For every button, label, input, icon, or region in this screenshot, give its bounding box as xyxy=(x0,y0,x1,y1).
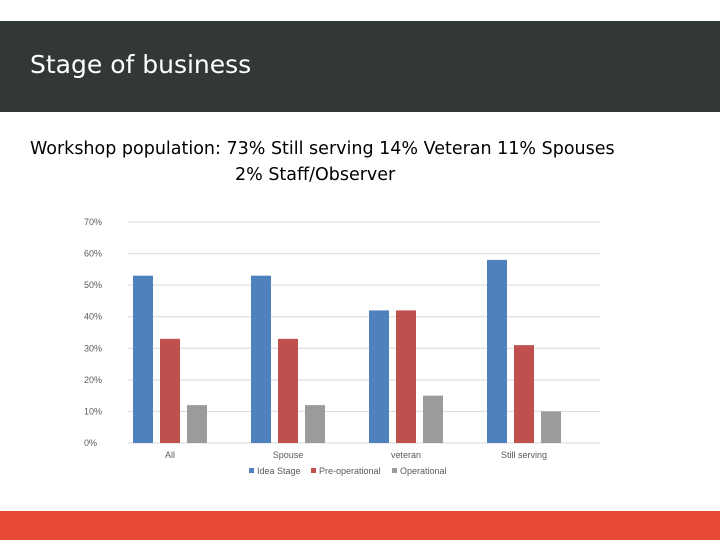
legend-swatch xyxy=(392,468,397,473)
subtitle: Workshop population: 73% Still serving 1… xyxy=(30,136,640,188)
bar xyxy=(423,395,443,443)
x-tick-label: veteran xyxy=(391,450,421,460)
legend-swatch xyxy=(249,468,254,473)
y-tick-label: 50% xyxy=(84,280,102,290)
legend-label: Operational xyxy=(400,466,447,476)
subtitle-line-2: 2% Staff/Observer xyxy=(235,165,396,185)
bar xyxy=(541,411,561,443)
x-tick-label: All xyxy=(165,450,175,460)
bar xyxy=(187,405,207,443)
legend-swatch xyxy=(311,468,316,473)
y-tick-label: 30% xyxy=(84,343,102,353)
y-tick-label: 60% xyxy=(84,249,102,259)
y-tick-label: 0% xyxy=(84,438,97,448)
bar xyxy=(160,338,180,443)
bar xyxy=(251,275,271,443)
bar xyxy=(369,310,389,443)
x-tick-label: Still serving xyxy=(501,450,547,460)
y-tick-label: 10% xyxy=(84,406,102,416)
legend-label: Pre-operational xyxy=(319,466,381,476)
y-tick-label: 70% xyxy=(84,217,102,227)
bar xyxy=(305,405,325,443)
bar-chart: 0% 10% 20% 30% 40% 50% 60% 70% All Spouse veteran S… xyxy=(84,217,600,476)
bar xyxy=(133,275,153,443)
legend-label: Idea Stage xyxy=(257,466,301,476)
accent-bar xyxy=(0,511,720,540)
subtitle-line-1: Workshop population: 73% Still serving 1… xyxy=(30,139,615,159)
bar xyxy=(514,345,534,443)
x-tick-label: Spouse xyxy=(273,450,304,460)
bar xyxy=(278,338,298,443)
slide-title: Stage of business xyxy=(30,50,252,79)
bar xyxy=(396,310,416,443)
bar xyxy=(487,259,507,443)
y-tick-label: 40% xyxy=(84,312,102,322)
title-bar xyxy=(0,21,720,112)
y-tick-label: 20% xyxy=(84,375,102,385)
